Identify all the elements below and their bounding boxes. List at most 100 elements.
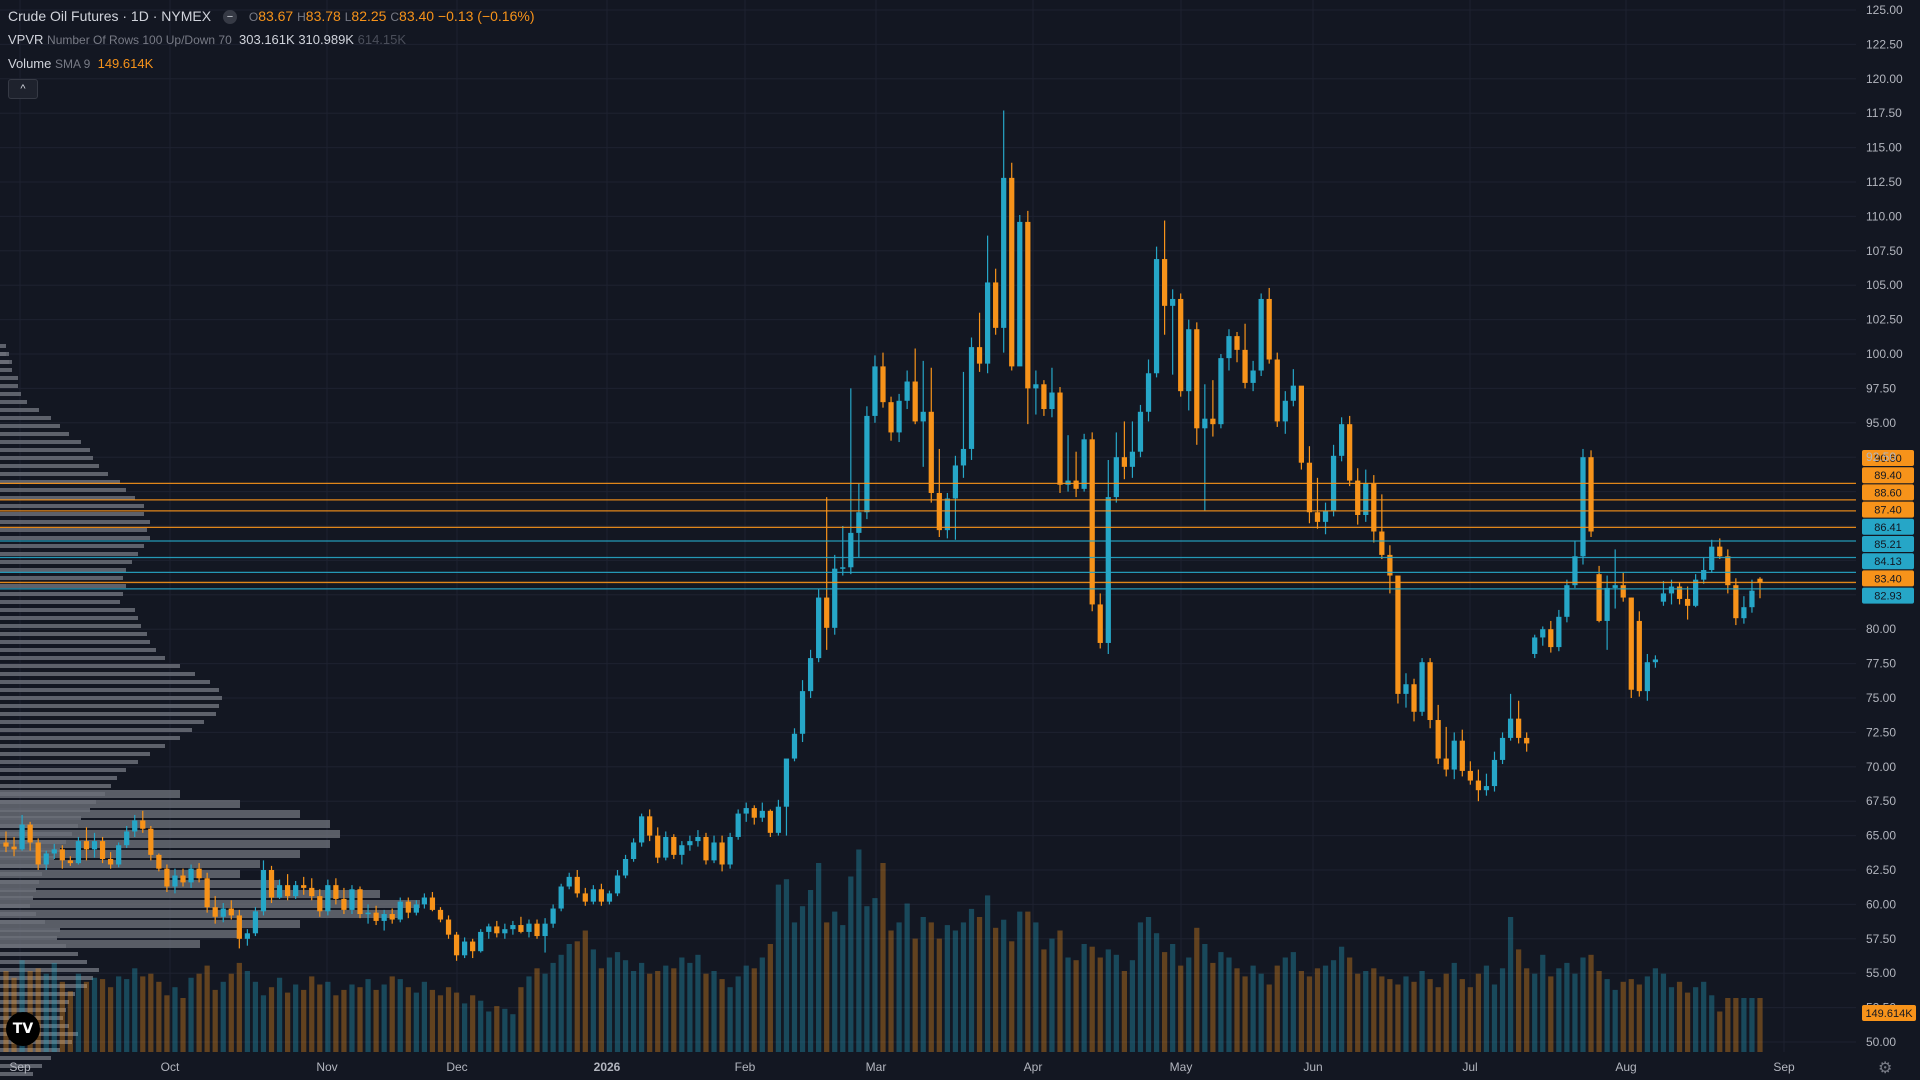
volume-name[interactable]: Volume [8, 56, 52, 71]
candle-body[interactable] [1580, 457, 1586, 557]
candle-body[interactable] [872, 366, 878, 416]
candle-body[interactable] [735, 813, 741, 837]
candle-body[interactable] [799, 691, 806, 734]
candle-body[interactable] [1749, 590, 1755, 608]
candle-body[interactable] [502, 929, 508, 934]
candle-body[interactable] [413, 904, 419, 913]
candle-body[interactable] [357, 889, 363, 915]
candle-body[interactable] [1371, 483, 1377, 532]
candle-body[interactable] [1395, 575, 1401, 694]
candle-body[interactable] [727, 836, 733, 865]
candle-body[interactable] [83, 841, 90, 850]
candle-body[interactable] [11, 846, 17, 850]
candle-body[interactable] [767, 810, 773, 833]
candle-body[interactable] [1668, 586, 1675, 594]
candle-body[interactable] [397, 901, 403, 920]
candle-body[interactable] [1274, 359, 1280, 422]
candle-body[interactable] [180, 875, 186, 883]
candle-body[interactable] [1306, 462, 1313, 513]
candle-body[interactable] [1250, 370, 1256, 383]
candle-body[interactable] [743, 808, 749, 814]
candle-body[interactable] [1129, 451, 1136, 467]
candle-body[interactable] [301, 885, 307, 888]
candle-body[interactable] [349, 889, 355, 910]
candle-body[interactable] [1741, 607, 1747, 619]
candle-body[interactable] [1025, 221, 1031, 389]
candle-body[interactable] [486, 926, 492, 932]
candle-body[interactable] [1379, 531, 1385, 555]
candle-body[interactable] [606, 893, 613, 902]
candle-body[interactable] [534, 923, 540, 937]
candle-body[interactable] [1242, 349, 1248, 383]
candle-body[interactable] [968, 347, 975, 449]
candle-body[interactable] [791, 733, 798, 759]
symbol-legend[interactable]: Crude Oil Futures · 1D · NYMEX − O83.67 … [8, 8, 534, 25]
candle-body[interactable] [156, 854, 162, 869]
candle-body[interactable] [920, 411, 926, 422]
candle-body[interactable] [445, 919, 452, 935]
candle-body[interactable] [840, 567, 846, 569]
candle-body[interactable] [389, 914, 395, 920]
candle-body[interactable] [1725, 556, 1731, 586]
candle-body[interactable] [1073, 480, 1079, 489]
candle-body[interactable] [188, 868, 194, 883]
candle-body[interactable] [172, 875, 178, 887]
candle-body[interactable] [1218, 358, 1224, 425]
candle-body[interactable] [1001, 177, 1007, 328]
candle-body[interactable] [1355, 480, 1361, 515]
candle-body[interactable] [1684, 598, 1691, 606]
candle-body[interactable] [1347, 424, 1353, 481]
candle-body[interactable] [1153, 259, 1160, 374]
candle-body[interactable] [888, 402, 894, 433]
candle-body[interactable] [1459, 740, 1465, 771]
candle-body[interactable] [470, 941, 476, 952]
candle-body[interactable] [976, 347, 983, 364]
candle-body[interactable] [1234, 336, 1240, 350]
candle-body[interactable] [212, 907, 218, 917]
candle-body[interactable] [759, 810, 765, 818]
candle-body[interactable] [1612, 585, 1618, 588]
candle-body[interactable] [268, 870, 275, 898]
candle-body[interactable] [1178, 298, 1184, 392]
candle-body[interactable] [1226, 336, 1232, 359]
candle-body[interactable] [952, 465, 959, 499]
candle-body[interactable] [647, 816, 653, 836]
candle-body[interactable] [99, 841, 106, 859]
candle-body[interactable] [1491, 759, 1498, 787]
tradingview-logo[interactable]: TV [6, 1012, 40, 1046]
candle-body[interactable] [703, 836, 709, 861]
candle-body[interactable] [116, 845, 122, 865]
candle-body[interactable] [719, 842, 725, 865]
candle-body[interactable] [1548, 629, 1554, 648]
candle-body[interactable] [437, 909, 444, 920]
candle-body[interactable] [453, 934, 460, 956]
candle-body[interactable] [1170, 298, 1176, 306]
candle-body[interactable] [148, 828, 154, 855]
candle-body[interactable] [373, 912, 379, 921]
candle-body[interactable] [1483, 786, 1490, 791]
hide-symbol-icon[interactable]: − [222, 10, 237, 25]
candle-body[interactable] [35, 842, 41, 865]
candle-body[interactable] [1443, 758, 1449, 770]
candle-body[interactable] [993, 282, 999, 328]
candle-body[interactable] [260, 870, 267, 912]
symbol-title[interactable]: Crude Oil Futures · 1D · NYMEX [8, 8, 212, 24]
candle-body[interactable] [1266, 298, 1272, 360]
candle-body[interactable] [1387, 554, 1393, 576]
candle-body[interactable] [960, 448, 967, 466]
candle-body[interactable] [1290, 385, 1296, 401]
candle-body[interactable] [1137, 411, 1144, 452]
candle-body[interactable] [655, 835, 661, 858]
collapse-legend-button[interactable]: ^ [8, 79, 38, 99]
candle-body[interactable] [1427, 662, 1433, 721]
candle-body[interactable] [1660, 593, 1667, 602]
candle-body[interactable] [1105, 497, 1111, 643]
candle-body[interactable] [1693, 579, 1699, 606]
candle-body[interactable] [622, 858, 629, 876]
candle-body[interactable] [1540, 629, 1546, 638]
candle-body[interactable] [1451, 740, 1457, 770]
candle-body[interactable] [1475, 780, 1482, 791]
candle-body[interactable] [244, 933, 250, 939]
candle-body[interactable] [107, 858, 114, 865]
